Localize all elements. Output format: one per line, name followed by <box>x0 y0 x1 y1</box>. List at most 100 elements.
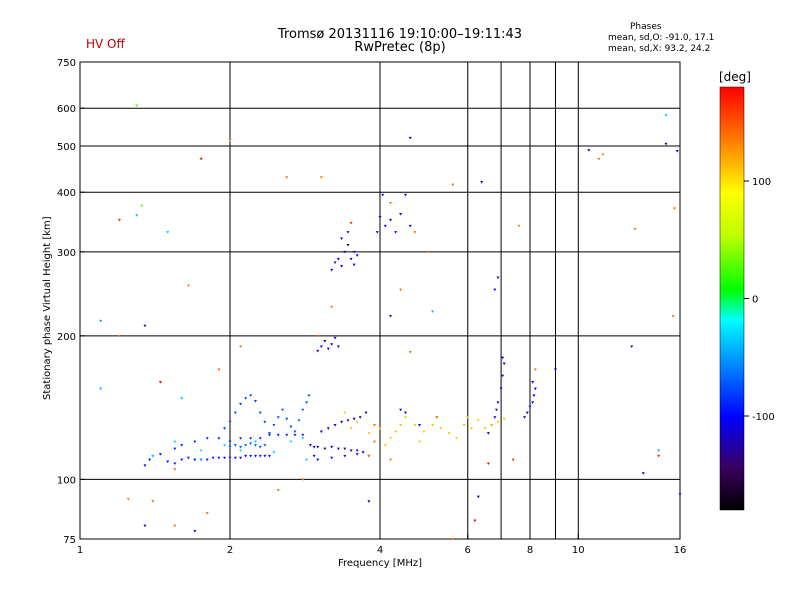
data-point <box>305 458 309 462</box>
data-point <box>249 437 253 440</box>
data-point <box>473 519 477 523</box>
data-point <box>469 427 473 430</box>
data-point <box>135 104 139 108</box>
data-point <box>343 454 347 458</box>
data-point <box>267 454 271 458</box>
data-point <box>276 433 280 437</box>
data-point <box>276 489 280 492</box>
data-point <box>117 334 121 338</box>
data-point <box>349 221 353 225</box>
data-point <box>253 440 257 444</box>
y-tick-label: 600 <box>57 104 76 115</box>
data-point <box>408 136 412 140</box>
data-point <box>193 458 197 462</box>
data-point <box>276 416 280 419</box>
data-point <box>173 462 177 466</box>
data-point <box>312 454 316 458</box>
data-point <box>417 440 421 444</box>
data-point <box>483 427 487 430</box>
data-point <box>476 495 480 499</box>
y-tick-label: 200 <box>57 332 76 343</box>
data-point <box>258 445 262 449</box>
data-point <box>355 449 359 453</box>
data-point <box>199 458 203 462</box>
data-point <box>173 524 177 528</box>
data-point <box>349 449 353 453</box>
data-point <box>293 430 297 434</box>
data-point <box>267 433 271 437</box>
x-tick-label: 1 <box>77 545 83 556</box>
data-point <box>451 538 455 541</box>
data-point <box>143 324 147 328</box>
data-point <box>173 447 177 451</box>
data-point <box>333 261 337 265</box>
data-point <box>99 319 103 323</box>
data-point <box>367 432 371 435</box>
data-point <box>205 437 209 440</box>
data-point <box>336 345 340 349</box>
data-point <box>297 419 301 422</box>
data-point <box>641 472 645 475</box>
data-point <box>193 529 197 533</box>
data-point <box>293 433 297 437</box>
data-point <box>553 368 557 372</box>
data-point <box>126 497 130 501</box>
data-point <box>326 427 330 430</box>
data-point <box>148 458 152 462</box>
data-point <box>272 451 276 454</box>
data-point <box>587 149 591 152</box>
data-point <box>343 250 347 254</box>
data-point <box>301 437 305 440</box>
data-point <box>239 449 243 453</box>
data-point <box>319 345 323 349</box>
data-point <box>180 444 184 447</box>
data-point <box>173 440 177 444</box>
data-point <box>533 368 537 372</box>
x-tick-label: 16 <box>674 545 687 556</box>
x-tick-label: 4 <box>377 545 383 556</box>
data-point <box>258 411 262 415</box>
data-point <box>486 432 490 435</box>
data-point <box>151 454 155 458</box>
data-point <box>422 430 426 434</box>
data-point <box>462 424 466 427</box>
colorbar-ticks: 100 0 -100 <box>744 177 775 423</box>
x-tick-label: 10 <box>572 545 585 556</box>
data-point <box>319 176 323 179</box>
data-point <box>399 408 403 412</box>
data-point <box>502 417 506 421</box>
data-point <box>258 437 262 440</box>
data-point <box>305 401 309 405</box>
phase-o-mode-stats: mean, sd,O: -91.0, 17.1 <box>608 33 715 43</box>
data-point <box>399 424 403 427</box>
data-point <box>285 417 289 421</box>
data-point <box>502 362 506 366</box>
data-point <box>511 458 515 462</box>
data-point <box>180 458 184 462</box>
data-point <box>394 430 398 434</box>
data-point <box>228 138 232 142</box>
data-point <box>355 254 359 257</box>
data-point <box>378 427 382 430</box>
data-point <box>439 427 443 430</box>
data-point <box>480 181 484 184</box>
data-point <box>258 454 262 458</box>
data-point <box>272 424 276 427</box>
data-point <box>532 394 536 398</box>
data-point <box>244 397 248 400</box>
data-point <box>316 349 320 353</box>
data-point <box>664 114 668 117</box>
data-point <box>403 193 407 197</box>
data-point <box>267 432 271 435</box>
data-point <box>233 411 237 415</box>
data-point <box>323 447 327 451</box>
data-point <box>355 453 359 456</box>
data-point <box>493 288 497 292</box>
data-point <box>408 224 412 228</box>
colorbar <box>719 86 745 511</box>
data-point <box>180 397 184 400</box>
x-axis-ticks: 1 2 4 6 8 10 16 <box>77 534 687 556</box>
data-point <box>228 440 232 444</box>
data-point <box>476 419 480 422</box>
